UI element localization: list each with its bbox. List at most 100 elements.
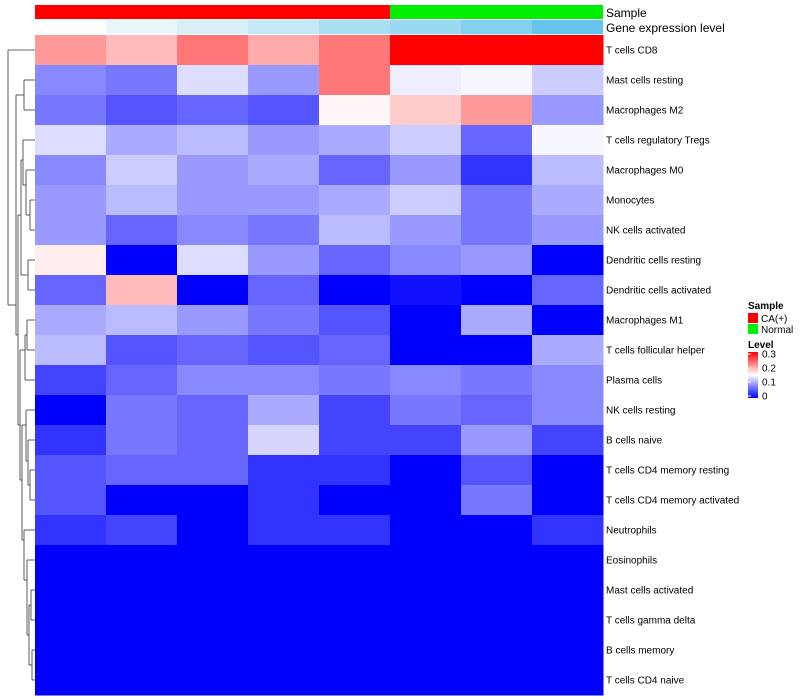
heatmap-cell xyxy=(177,125,249,156)
heatmap-cell xyxy=(390,635,462,666)
row-label: T cells regulatory Tregs xyxy=(606,136,710,147)
heatmap-cell xyxy=(390,335,462,366)
row-label: B cells memory xyxy=(606,646,674,657)
sample-legend-swatch xyxy=(748,324,758,334)
row-label: Macrophages M2 xyxy=(606,106,684,117)
heatmap-cell xyxy=(532,575,604,606)
heatmap-cell xyxy=(248,575,320,606)
gene-expression-annotation-cell xyxy=(319,20,390,34)
heatmap-cell xyxy=(532,95,604,126)
level-legend-tick-label: 0.2 xyxy=(762,364,776,375)
row-label: T cells CD4 naive xyxy=(606,676,685,687)
heatmap-cell xyxy=(177,605,249,636)
heatmap-cell xyxy=(532,605,604,636)
heatmap-cell xyxy=(248,335,320,366)
heatmap-cell xyxy=(390,125,462,156)
heatmap-cell xyxy=(248,95,320,126)
heatmap-cell xyxy=(532,365,604,396)
sample-annotation-cell xyxy=(248,5,319,19)
heatmap-cell xyxy=(461,185,533,216)
row-labels: T cells CD8 Mast cells resting Macrophages… xyxy=(606,46,739,687)
heatmap-cell xyxy=(319,155,391,186)
heatmap-cell xyxy=(319,305,391,336)
heatmap-cell xyxy=(106,425,178,456)
heatmap-cell xyxy=(319,215,391,246)
heatmap-cell xyxy=(35,65,107,96)
heatmap-cell xyxy=(248,485,320,516)
sample-legend-label: CA(+) xyxy=(761,314,787,325)
heatmap-cell xyxy=(248,305,320,336)
heatmap-cell xyxy=(248,245,320,276)
heatmap-cell xyxy=(319,455,391,486)
heatmap-cell xyxy=(35,575,107,606)
heatmap-cell xyxy=(461,155,533,186)
heatmap-cell xyxy=(390,215,462,246)
row-label: NK cells activated xyxy=(606,226,685,237)
heatmap-cell xyxy=(106,155,178,186)
heatmap-cell xyxy=(106,575,178,606)
heatmap-cell xyxy=(461,335,533,366)
gene-expression-annotation-cell xyxy=(390,20,461,34)
heatmap-cell xyxy=(106,485,178,516)
heatmap-cell xyxy=(319,35,391,66)
sample-annotation-cell xyxy=(177,5,248,19)
heatmap-cell xyxy=(390,575,462,606)
heatmap-cells xyxy=(35,35,604,696)
heatmap-cell xyxy=(532,515,604,546)
heatmap-cell xyxy=(177,65,249,96)
heatmap-cell xyxy=(248,515,320,546)
heatmap-cell xyxy=(248,365,320,396)
heatmap-cell xyxy=(390,155,462,186)
heatmap-cell xyxy=(248,275,320,306)
gene-expression-annotation-cell xyxy=(532,20,603,34)
heatmap-cell xyxy=(532,665,604,696)
heatmap-cell xyxy=(461,635,533,666)
heatmap-cell xyxy=(319,335,391,366)
sample-annotation-cell xyxy=(35,5,106,19)
heatmap-cell xyxy=(177,455,249,486)
gene-expression-annotation-cell xyxy=(106,20,177,34)
level-legend-tick-label: 0 xyxy=(762,392,768,403)
heatmap-cell xyxy=(532,455,604,486)
heatmap-cell xyxy=(177,245,249,276)
heatmap-cell xyxy=(177,575,249,606)
row-label: Eosinophils xyxy=(606,556,657,567)
heatmap-cell xyxy=(532,425,604,456)
heatmap-cell xyxy=(248,425,320,456)
heatmap-cell xyxy=(319,515,391,546)
heatmap-cell xyxy=(390,365,462,396)
heatmap-cell xyxy=(177,665,249,696)
heatmap-cell xyxy=(319,275,391,306)
heatmap-cell xyxy=(35,515,107,546)
sample-track-label: Sample xyxy=(606,6,647,20)
heatmap-cell xyxy=(461,95,533,126)
heatmap-cell xyxy=(461,515,533,546)
heatmap-cell xyxy=(106,515,178,546)
heatmap-cell xyxy=(106,125,178,156)
row-label: Macrophages M0 xyxy=(606,166,684,177)
heatmap-cell xyxy=(532,635,604,666)
heatmap-cell xyxy=(106,635,178,666)
heatmap-cell xyxy=(461,125,533,156)
heatmap-cell xyxy=(35,125,107,156)
heatmap-cell xyxy=(461,365,533,396)
heatmap-cell xyxy=(461,605,533,636)
heatmap-cell xyxy=(532,335,604,366)
heatmap-cell xyxy=(248,635,320,666)
heatmap-cell xyxy=(248,65,320,96)
heatmap-cell xyxy=(248,395,320,426)
heatmap-cell xyxy=(106,335,178,366)
gene-expression-annotation-cell xyxy=(461,20,532,34)
heatmap-cell xyxy=(390,515,462,546)
heatmap-cell xyxy=(177,185,249,216)
heatmap-cell xyxy=(106,305,178,336)
heatmap-cell xyxy=(177,335,249,366)
heatmap-cell xyxy=(106,65,178,96)
heatmap-cell xyxy=(106,275,178,306)
heatmap-cell xyxy=(390,425,462,456)
heatmap-cell xyxy=(177,155,249,186)
heatmap-cell xyxy=(177,545,249,576)
heatmap-cell xyxy=(248,605,320,636)
